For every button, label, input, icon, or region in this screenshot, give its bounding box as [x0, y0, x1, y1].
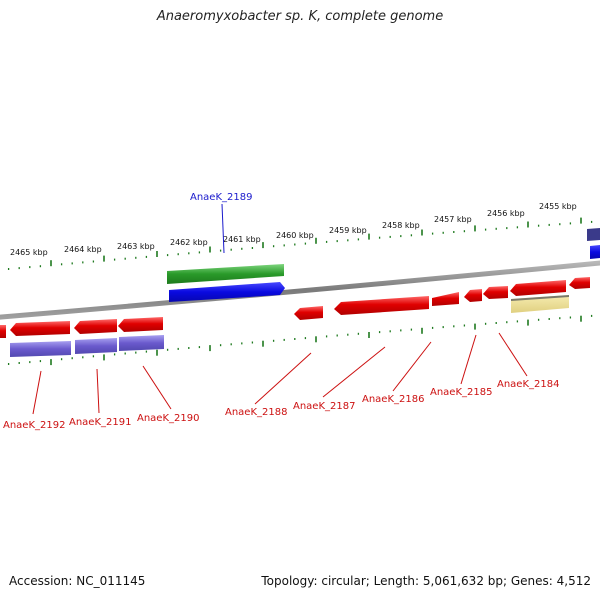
cds-feature-reverse[interactable] [294, 306, 323, 320]
genome-summary-text: Topology: circular; Length: 5,061,632 bp… [261, 574, 591, 588]
scale-label: 2463 kbp [117, 242, 155, 251]
connector-line [96, 368, 100, 414]
connector-line [32, 370, 42, 415]
lower-tick-ruler [7, 314, 593, 366]
gene-feature-reverse[interactable] [119, 335, 164, 351]
cds-feature-reverse[interactable] [334, 296, 429, 315]
connector-line [254, 352, 312, 405]
gene-feature-reverse[interactable] [10, 341, 71, 357]
connector-line [142, 365, 172, 410]
scale-label: 2455 kbp [539, 202, 577, 211]
gene-label-reverse[interactable]: AnaeK_2190 [137, 413, 199, 424]
cds-feature-reverse[interactable] [483, 286, 508, 299]
reverse-strand-features [0, 277, 590, 357]
label-connectors [32, 203, 528, 415]
gene-label-reverse[interactable]: AnaeK_2191 [69, 417, 131, 428]
gene-label-reverse[interactable]: AnaeK_2187 [293, 401, 355, 412]
cds-feature-reverse[interactable] [510, 280, 566, 296]
scale-labels: 2465 kbp 2464 kbp 2463 kbp 2462 kbp 2461… [10, 202, 577, 257]
gene-label-reverse[interactable]: AnaeK_2186 [362, 394, 424, 405]
gene-feature-reverse[interactable] [75, 338, 117, 354]
gene-label-reverse[interactable]: AnaeK_2188 [225, 407, 287, 418]
gene-label-reverse[interactable]: AnaeK_2184 [497, 379, 559, 390]
scale-label: 2464 kbp [64, 245, 102, 254]
scale-label: 2457 kbp [434, 215, 472, 224]
connector-line [498, 332, 528, 377]
scale-label: 2459 kbp [329, 226, 367, 235]
scale-label: 2465 kbp [10, 248, 48, 257]
gene-label-forward[interactable]: AnaeK_2189 [190, 192, 252, 203]
cds-feature-reverse[interactable] [74, 319, 117, 334]
gene-feature-forward[interactable] [590, 245, 600, 259]
upper-tick-ruler [7, 217, 593, 270]
gene-feature-forward[interactable] [169, 282, 285, 302]
cds-feature-reverse[interactable] [569, 277, 590, 289]
cds-feature-reverse[interactable] [118, 317, 163, 332]
scale-label: 2456 kbp [487, 209, 525, 218]
gene-labels: AnaeK_2189 AnaeK_2192 AnaeK_2191 AnaeK_2… [3, 192, 559, 431]
cds-feature-reverse[interactable] [0, 325, 6, 338]
map-title: Anaeromyxobacter sp. K, complete genome [156, 9, 444, 24]
cds-feature-reverse[interactable] [432, 292, 459, 306]
gene-label-reverse[interactable]: AnaeK_2192 [3, 420, 65, 431]
connector-line [322, 346, 386, 398]
scale-label: 2461 kbp [223, 235, 261, 244]
gene-label-reverse[interactable]: AnaeK_2185 [430, 387, 492, 398]
cds-feature-reverse[interactable] [464, 289, 482, 302]
accession-text: Accession: NC_011145 [9, 574, 146, 588]
forward-strand-features [167, 228, 600, 302]
genome-backbone [0, 260, 600, 320]
gene-feature-forward[interactable] [587, 228, 600, 241]
scale-label: 2462 kbp [170, 238, 208, 247]
cds-feature-forward[interactable] [167, 264, 284, 284]
cds-feature-reverse[interactable] [10, 321, 70, 336]
misc-feature-edge [511, 295, 569, 301]
scale-label: 2460 kbp [276, 231, 314, 240]
connector-line [392, 341, 432, 392]
scale-label: 2458 kbp [382, 221, 420, 230]
connector-line [221, 203, 225, 254]
connector-line [460, 334, 477, 385]
